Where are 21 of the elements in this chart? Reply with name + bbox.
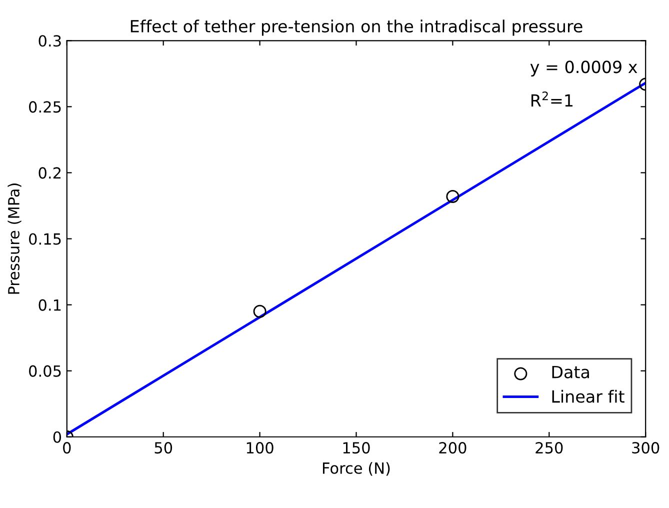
y-tick-label: 0.1 [38, 299, 61, 311]
y-tick-label: 0 [53, 431, 62, 443]
y-axis-title: Pressure (MPa) [8, 184, 22, 294]
x-axis-title: Force (N) [322, 462, 390, 476]
x-tick-label: 300 [632, 442, 660, 454]
x-tick-label: 250 [536, 442, 563, 454]
x-tick-label: 200 [439, 442, 466, 454]
y-tick-label: 0.3 [38, 35, 61, 47]
legend-label: Linear fit [552, 390, 624, 403]
x-tick-label: 100 [246, 442, 274, 454]
x-tick-label: 50 [154, 442, 172, 454]
chart-title: Effect of tether pre-tension on the intradiscal pressure [130, 20, 582, 36]
legend-label: Data [552, 366, 589, 378]
x-tick-label: 0 [63, 442, 71, 454]
y-tick-label: 0.05 [29, 365, 61, 377]
annotation: y = 0.0009 x [530, 60, 638, 76]
x-tick-label: 150 [343, 442, 370, 454]
y-tick-label: 0.25 [29, 101, 61, 113]
y-tick-label: 0.15 [29, 233, 61, 245]
y-tick-label: 0.2 [38, 167, 61, 179]
annotation: R$^{2}$=1 [531, 91, 572, 107]
